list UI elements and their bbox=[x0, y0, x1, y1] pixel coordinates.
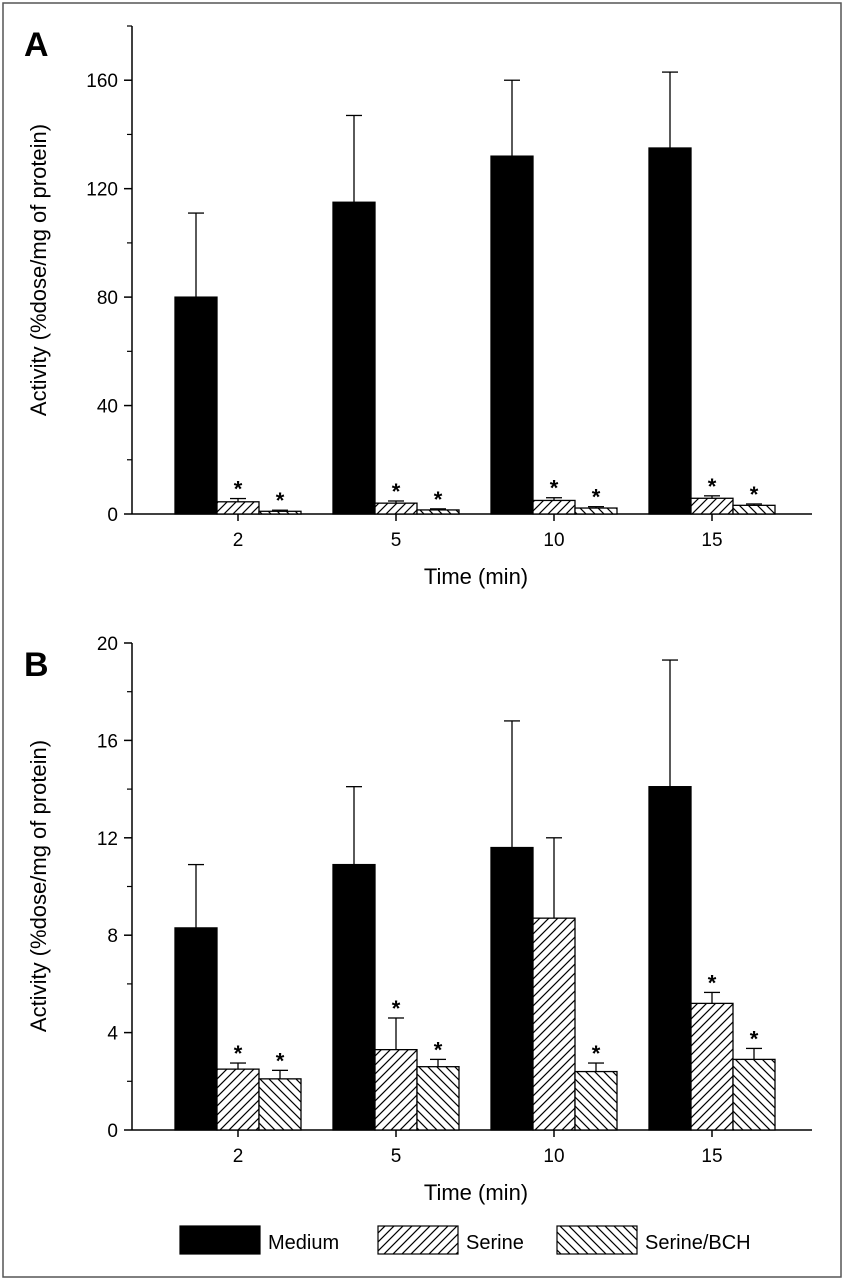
significance-star-b: * bbox=[750, 1026, 759, 1051]
x-axis-title-b: Time (min) bbox=[424, 1180, 528, 1205]
significance-star-a: * bbox=[550, 476, 559, 501]
y-tick-label-b: 12 bbox=[97, 829, 118, 850]
x-tick-label-b: 5 bbox=[391, 1146, 402, 1167]
significance-star-b: * bbox=[434, 1037, 443, 1062]
bar-serine-b bbox=[216, 1068, 260, 1131]
y-tick-label-a: 0 bbox=[107, 505, 118, 526]
legend-label-serine-bch: Serine/BCH bbox=[645, 1232, 751, 1254]
legend: Medium Serine Serine/BCH bbox=[179, 1225, 751, 1255]
significance-star-b: * bbox=[234, 1041, 243, 1066]
y-tick-label-a: 80 bbox=[97, 288, 118, 309]
bar-medium-a bbox=[332, 201, 376, 515]
x-axis-title-a: Time (min) bbox=[424, 564, 528, 589]
bar-medium-a bbox=[648, 147, 692, 515]
bar-serine-b bbox=[532, 917, 576, 1131]
y-tick-label-a: 120 bbox=[86, 180, 118, 201]
x-tick-label-a: 5 bbox=[391, 530, 402, 551]
bar-medium-b bbox=[174, 927, 218, 1131]
bar-serine-b bbox=[374, 1048, 418, 1131]
x-tick-label-b: 15 bbox=[701, 1146, 722, 1167]
y-tick-label-b: 0 bbox=[107, 1121, 118, 1142]
x-tick-label-a: 2 bbox=[233, 530, 244, 551]
x-tick-label-b: 2 bbox=[233, 1146, 244, 1167]
panel-label-b: B bbox=[24, 646, 49, 684]
y-tick-label-b: 8 bbox=[107, 926, 118, 947]
significance-star-b: * bbox=[592, 1041, 601, 1066]
panel-label-a: A bbox=[24, 26, 49, 64]
y-axis-title-a: Activity (%dose/mg of protein) bbox=[26, 124, 51, 416]
panel-a: A Activity (%dose/mg of protein) Time (m… bbox=[24, 25, 812, 589]
legend-label-serine: Serine bbox=[466, 1232, 524, 1254]
y-axis-title-b: Activity (%dose/mg of protein) bbox=[26, 740, 51, 1032]
legend-swatch-serine-bch bbox=[556, 1225, 638, 1255]
x-tick-label-a: 10 bbox=[543, 530, 564, 551]
bar-medium-b bbox=[648, 786, 692, 1131]
bar-serine-a bbox=[690, 497, 734, 515]
y-tick-label-a: 40 bbox=[97, 397, 118, 418]
bar-medium-b bbox=[332, 863, 376, 1131]
legend-label-medium: Medium bbox=[268, 1232, 339, 1254]
significance-star-a: * bbox=[392, 479, 401, 504]
bar-serine-b bbox=[690, 1002, 734, 1131]
panel-b: B Activity (%dose/mg of protein) Time (m… bbox=[24, 634, 812, 1205]
x-tick-label-a: 15 bbox=[701, 530, 722, 551]
significance-star-a: * bbox=[234, 477, 243, 502]
significance-star-a: * bbox=[276, 488, 285, 513]
bar-medium-b bbox=[490, 846, 534, 1131]
bar-serine-bch-b bbox=[258, 1078, 302, 1131]
y-tick-label-b: 16 bbox=[97, 731, 118, 752]
bar-serine-bch-b bbox=[732, 1058, 776, 1131]
y-tick-label-b: 20 bbox=[97, 634, 118, 655]
significance-star-b: * bbox=[276, 1048, 285, 1073]
bar-serine-a bbox=[532, 499, 576, 515]
legend-swatch-serine bbox=[377, 1225, 459, 1255]
y-tick-label-a: 160 bbox=[86, 71, 118, 92]
bar-serine-bch-b bbox=[574, 1070, 618, 1131]
bar-serine-a bbox=[374, 502, 418, 515]
significance-star-a: * bbox=[592, 485, 601, 510]
significance-star-b: * bbox=[708, 970, 717, 995]
bar-medium-a bbox=[490, 155, 534, 515]
bar-serine-a bbox=[216, 501, 260, 515]
significance-star-b: * bbox=[392, 996, 401, 1021]
significance-star-a: * bbox=[434, 487, 443, 512]
legend-swatch-medium bbox=[179, 1225, 261, 1255]
x-tick-label-b: 10 bbox=[543, 1146, 564, 1167]
y-tick-label-b: 4 bbox=[107, 1024, 118, 1045]
bar-medium-a bbox=[174, 296, 218, 515]
bar-serine-bch-b bbox=[416, 1066, 460, 1131]
significance-star-a: * bbox=[708, 474, 717, 499]
significance-star-a: * bbox=[750, 482, 759, 507]
